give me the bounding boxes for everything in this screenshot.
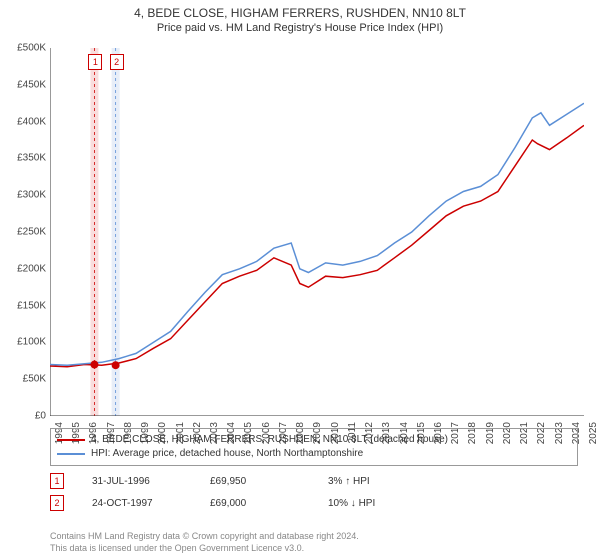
y-axis-label: £50K bbox=[2, 374, 46, 385]
y-axis-label: £200K bbox=[2, 263, 46, 274]
chart-container: 4, BEDE CLOSE, HIGHAM FERRERS, RUSHDEN, … bbox=[0, 0, 600, 560]
legend-swatch bbox=[57, 453, 85, 455]
footer-line1: Contains HM Land Registry data © Crown c… bbox=[50, 530, 578, 542]
transaction-marker: 2 bbox=[50, 495, 64, 511]
y-axis-label: £0 bbox=[2, 411, 46, 422]
y-axis-label: £450K bbox=[2, 79, 46, 90]
transaction-pct: 10% ↓ HPI bbox=[328, 498, 418, 509]
legend-label: HPI: Average price, detached house, Nort… bbox=[91, 447, 363, 461]
transaction-row: 2 24-OCT-1997 £69,000 10% ↓ HPI bbox=[50, 492, 578, 514]
chart-svg bbox=[50, 48, 584, 416]
transaction-date: 24-OCT-1997 bbox=[92, 498, 182, 509]
chart-title: 4, BEDE CLOSE, HIGHAM FERRERS, RUSHDEN, … bbox=[0, 0, 600, 20]
y-axis-label: £400K bbox=[2, 116, 46, 127]
y-axis-label: £250K bbox=[2, 227, 46, 238]
y-axis-label: £500K bbox=[2, 43, 46, 54]
transaction-marker: 1 bbox=[50, 473, 64, 489]
transaction-pct: 3% ↑ HPI bbox=[328, 476, 418, 487]
transaction-marker: 2 bbox=[110, 54, 124, 70]
footer-line2: This data is licensed under the Open Gov… bbox=[50, 542, 578, 554]
legend-item: 4, BEDE CLOSE, HIGHAM FERRERS, RUSHDEN, … bbox=[57, 433, 571, 447]
transaction-price: £69,000 bbox=[210, 498, 300, 509]
chart-area: £0£50K£100K£150K£200K£250K£300K£350K£400… bbox=[50, 48, 584, 416]
transaction-row: 1 31-JUL-1996 £69,950 3% ↑ HPI bbox=[50, 470, 578, 492]
y-axis-label: £350K bbox=[2, 153, 46, 164]
transaction-price: £69,950 bbox=[210, 476, 300, 487]
legend-item: HPI: Average price, detached house, Nort… bbox=[57, 447, 571, 461]
transaction-date: 31-JUL-1996 bbox=[92, 476, 182, 487]
transaction-marker: 1 bbox=[88, 54, 102, 70]
legend-swatch bbox=[57, 439, 85, 441]
chart-subtitle: Price paid vs. HM Land Registry's House … bbox=[0, 20, 600, 38]
x-axis-label: 2025 bbox=[588, 422, 599, 444]
legend: 4, BEDE CLOSE, HIGHAM FERRERS, RUSHDEN, … bbox=[50, 428, 578, 466]
legend-label: 4, BEDE CLOSE, HIGHAM FERRERS, RUSHDEN, … bbox=[91, 433, 448, 447]
y-axis-label: £100K bbox=[2, 337, 46, 348]
transactions-table: 1 31-JUL-1996 £69,950 3% ↑ HPI 2 24-OCT-1997 £… bbox=[50, 470, 578, 514]
y-axis-label: £300K bbox=[2, 190, 46, 201]
y-axis-label: £150K bbox=[2, 300, 46, 311]
footer: Contains HM Land Registry data © Crown c… bbox=[50, 530, 578, 554]
